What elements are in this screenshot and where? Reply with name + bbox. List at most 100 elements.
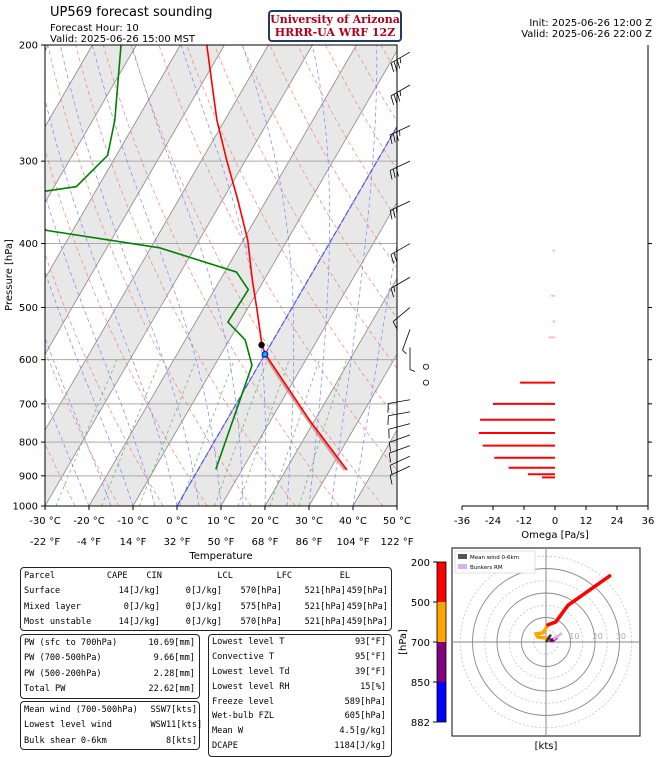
dry-adiabat (437, 45, 658, 506)
hodograph-ring-label: 30 (616, 632, 626, 641)
moist-adiabat (45, 396, 90, 506)
table-cell: Wet-bulb FZL (212, 711, 275, 722)
valid-utc: Valid: 2025-06-26 22:00 Z (521, 29, 652, 40)
x-tick-label-c: 30 °C (295, 516, 323, 527)
table-cell: WSW (150, 720, 166, 731)
dry-adiabat (492, 45, 658, 506)
wind-barb-staff (390, 243, 411, 255)
moist-adiabat (45, 193, 156, 506)
wind-barb-staff (390, 51, 411, 64)
hodograph-axis-label: [kts] (535, 741, 558, 752)
table-cell: Bulk shear 0-6km (24, 735, 107, 746)
x-tick-label-f: 122 °F (380, 537, 413, 548)
isotherm-line (45, 45, 313, 506)
hodograph-segment (533, 623, 550, 642)
isotherm-line (45, 45, 269, 431)
table-cell: LCL (217, 570, 233, 581)
hodograph-ring-label: 20 (593, 632, 603, 641)
wind-barb-flag (392, 133, 396, 143)
moist-adiabat (45, 97, 178, 506)
dry-adiabat (45, 148, 208, 506)
mixing-ratio-line (179, 359, 235, 506)
table-row: Surface 14[J/kg] 0[J/kg] 570[hPa] 521[hPa] 45… (21, 584, 391, 600)
table-cell: Parcel (24, 570, 56, 581)
omega-tick-label: 24 (611, 516, 624, 527)
table-cell: 570[hPa] (240, 617, 282, 628)
hodograph-legend (454, 550, 536, 574)
wind-barb-flag (393, 61, 398, 71)
colorbar-label: [hPa] (398, 629, 409, 655)
hodograph-segment (546, 574, 612, 627)
wind-barb-flag (390, 288, 395, 298)
table-cell: 1184[J/kg] (334, 740, 386, 751)
x-tick-label-c: 0 °C (166, 516, 188, 527)
x-tick-label-c: 10 °C (207, 516, 235, 527)
lcl-marker (258, 341, 265, 349)
isotherm-line (45, 45, 225, 356)
figure-title: UP569 forecast sounding (50, 5, 213, 20)
legend-swatch-bunkers (458, 564, 467, 569)
dry-adiabat (269, 45, 397, 269)
table-cell: Total PW (24, 684, 66, 695)
omega-tick-label: 0 (552, 516, 558, 527)
colorbar-segment (437, 602, 446, 642)
table-cell: 8[kts] (166, 735, 198, 746)
table-cell: 22.62[mm] (148, 684, 195, 695)
x-tick-label-f: 104 °F (336, 537, 369, 548)
wind-barb-flag (388, 442, 391, 452)
wind-barb-staff (389, 455, 411, 466)
x-tick-label-c: 20 °C (251, 516, 279, 527)
dry-adiabat (130, 45, 384, 506)
table-row: Parcel CAPE CIN LCL LFC EL (21, 568, 391, 584)
x-tick-label-f: -22 °F (30, 537, 61, 548)
y-tick-label: 900 (19, 471, 38, 482)
table-cell: 7[kts] (166, 704, 198, 715)
table-cell: CAPE (106, 570, 128, 581)
table-cell: 4.5[g/kg] (339, 726, 386, 737)
dry-adiabat (409, 45, 658, 506)
x-tick-label-f: 86 °F (296, 537, 323, 548)
wind-barb-flag (390, 62, 395, 72)
table-cell: Lowest level RH (212, 681, 290, 692)
dry-adiabat (352, 45, 397, 123)
mean-wind-arrow (544, 633, 552, 643)
parcel-path (264, 355, 347, 471)
logo-line2: HRRR-UA WRF 12Z (274, 26, 396, 39)
table-cell: 0[J/kg] (185, 617, 222, 628)
wind-barb-staff (389, 465, 411, 476)
colorbar-tick-label: 882 (411, 718, 430, 729)
dry-adiabat (548, 45, 658, 506)
wind-barb-flag (389, 210, 393, 220)
table-cell: PW (700-500hPa) (24, 653, 102, 664)
colorbar-tick-label: 200 (411, 558, 430, 569)
omega-tick-label: 12 (580, 516, 593, 527)
wind-barb-flag (409, 369, 416, 372)
omega-tick-label: -36 (454, 516, 470, 527)
table-cell: Lowest level T (212, 637, 285, 648)
wind-barb-staff (390, 276, 411, 289)
bunkers-rm-arrow (552, 632, 563, 641)
table-row: Mean W 4.5[g/kg] (209, 724, 391, 739)
moist-adiabat (180, 45, 267, 506)
table-row: PW (sfc to 700hPa) 10.69[mm] (21, 635, 199, 651)
table-row: Mean wind (700-500hPa) SSW 7[kts] (21, 702, 199, 718)
wind-barb-flag (389, 134, 393, 144)
dry-adiabat (241, 45, 397, 319)
dry-adiabat (520, 45, 658, 506)
table-cell: LFC (276, 570, 293, 581)
wind-barb-staff (389, 200, 411, 211)
table-cell: PW (500-200hPa) (24, 668, 102, 679)
table-row: Lowest level Td 39[°F] (209, 665, 391, 680)
dry-adiabat (214, 45, 397, 369)
isotherm-band (89, 45, 397, 506)
wind-barb-flag (393, 286, 396, 292)
wind-barb-staff (388, 399, 411, 404)
wind-barb-staff (388, 411, 411, 417)
wind-barb-flag (392, 321, 398, 330)
university-logo: University of Arizona HRRR-UA WRF 12Z (268, 10, 402, 42)
x-tick-label-c: 40 °C (339, 516, 367, 527)
table-row: PW (700-500hPa) 9.66[mm] (21, 651, 199, 667)
wind-barb-flag (396, 92, 401, 102)
table-row: DCAPE 1184[J/kg] (209, 739, 391, 754)
table-cell: EL (339, 570, 351, 581)
